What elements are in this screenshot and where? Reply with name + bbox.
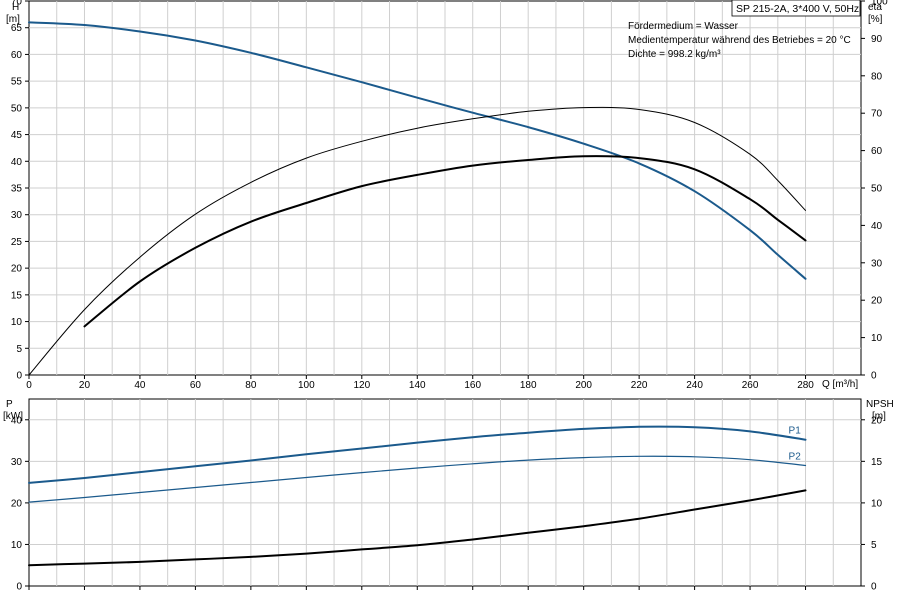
x-tick-label: 200	[575, 380, 592, 391]
series-eta-thick-line	[83, 155, 807, 328]
y-right-tick-label: 50	[871, 184, 883, 195]
y-right-tick-label: 80	[871, 71, 883, 82]
y-right-tick-label: 20	[871, 296, 883, 307]
x-tick-label: 240	[686, 380, 703, 391]
y-right-unit-top: [%]	[868, 14, 883, 25]
y-right-unit-bottom: [m]	[872, 411, 886, 422]
y-right-tick-label: 20	[871, 415, 883, 426]
chart-title: SP 215-2A, 3*400 V, 50Hz	[736, 3, 859, 15]
y-right-tick-label: 30	[871, 258, 883, 269]
y-left-tick-label: 25	[11, 237, 23, 248]
x-tick-label: 120	[353, 380, 370, 391]
y-right-tick-label: 0	[871, 371, 877, 382]
y-left-tick-label: 10	[11, 317, 23, 328]
y-left-tick-label: 10	[11, 540, 23, 551]
y-left-tick-label: 70	[11, 0, 23, 8]
x-axis-label: Q [m³/h]	[822, 379, 858, 390]
x-tick-label: 80	[245, 380, 257, 391]
y-right-tick-label: 70	[871, 109, 883, 120]
x-tick-label: 160	[464, 380, 481, 391]
y-left-tick-label: 40	[11, 415, 23, 426]
x-tick-label: 180	[520, 380, 537, 391]
series-p2-line	[28, 455, 807, 503]
series-npsh-line	[28, 489, 807, 567]
y-right-tick-label: 60	[871, 146, 883, 157]
annotation-medium: Fördermedium = Wasser	[628, 21, 739, 32]
series-h-line	[28, 21, 807, 280]
x-tick-label: 140	[409, 380, 426, 391]
y-left-tick-label: 30	[11, 210, 23, 221]
grid-layer	[29, 1, 861, 586]
y-right-tick-label: 40	[871, 221, 883, 232]
y-left-tick-label: 35	[11, 184, 23, 195]
y-left-tick-label: 45	[11, 130, 23, 141]
y-left-tick-label: 0	[16, 582, 22, 593]
y-left-tick-label: 15	[11, 290, 23, 301]
y-left-tick-label: 55	[11, 77, 23, 88]
y-right-label-bottom: NPSH	[866, 399, 894, 410]
y-right-label-top: eta	[868, 2, 882, 13]
series-eta-thin-line	[28, 106, 806, 376]
annotation-density: Dichte = 998.2 kg/m³	[628, 49, 721, 60]
y-left-label-bottom: P	[6, 399, 13, 410]
y-right-tick-label: 15	[871, 457, 883, 468]
axis-layer: 0 20 40 60 80 100 120 140 160 180 200 220 240 260 2800…	[11, 0, 888, 593]
y-left-tick-label: 65	[11, 23, 23, 34]
y-right-tick-label: 0	[871, 582, 877, 593]
y-left-tick-label: 30	[11, 457, 23, 468]
y-right-tick-label: 10	[871, 333, 883, 344]
y-right-tick-label: 10	[871, 498, 883, 509]
x-tick-label: 60	[190, 380, 202, 391]
x-tick-label: 0	[26, 380, 32, 391]
y-left-label-top: H	[12, 2, 19, 13]
series-label-p2: P2	[789, 451, 802, 462]
x-tick-label: 40	[134, 380, 146, 391]
y-left-tick-label: 5	[16, 344, 22, 355]
y-left-tick-label: 50	[11, 103, 23, 114]
x-tick-label: 20	[79, 380, 91, 391]
y-left-tick-label: 40	[11, 157, 23, 168]
x-tick-label: 280	[797, 380, 814, 391]
title-box	[731, 0, 861, 17]
series-p1-line	[28, 425, 807, 484]
y-left-tick-label: 20	[11, 264, 23, 275]
y-left-tick-label: 0	[16, 371, 22, 382]
y-left-unit-top: [m]	[6, 14, 20, 25]
x-tick-label: 260	[742, 380, 759, 391]
series-label-p1: P1	[789, 426, 802, 437]
y-left-tick-label: 60	[11, 50, 23, 61]
x-tick-label: 220	[631, 380, 648, 391]
y-left-tick-label: 20	[11, 498, 23, 509]
x-tick-label: 100	[298, 380, 315, 391]
series-layer: P1 P2	[28, 21, 807, 567]
y-left-unit-bottom: [kW]	[3, 411, 23, 422]
y-right-tick-label: 5	[871, 540, 877, 551]
annotation-temperature: Medientemperatur während des Betriebes =…	[628, 35, 851, 46]
y-right-tick-label: 90	[871, 34, 883, 45]
y-right-tick-label: 100	[871, 0, 888, 8]
